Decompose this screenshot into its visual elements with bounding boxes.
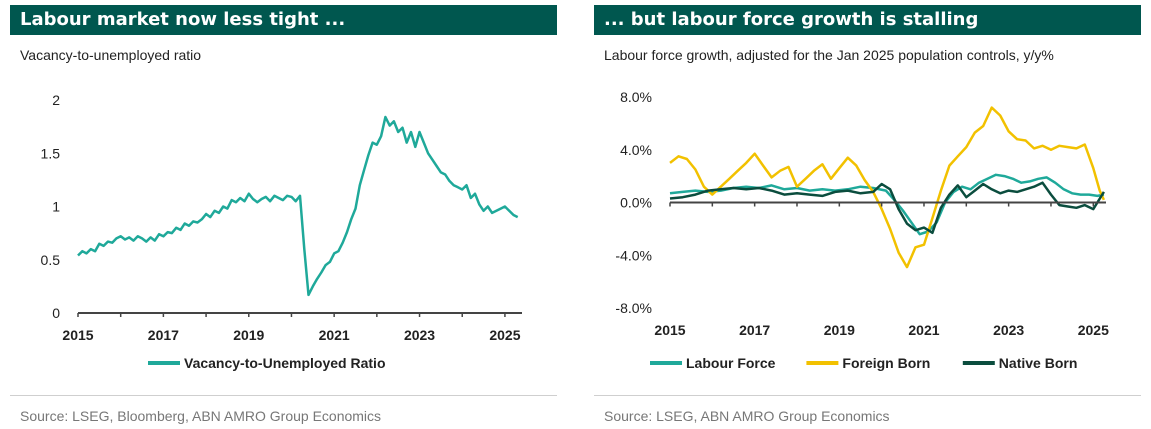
legend-label: Foreign Born	[842, 355, 930, 371]
x-tick-label: 2025	[1078, 322, 1109, 338]
left-source: Source: LSEG, Bloomberg, ABN AMRO Group …	[20, 408, 382, 424]
x-tick-label: 2019	[233, 327, 264, 343]
legend-label: Native Born	[999, 355, 1078, 371]
x-tick-label: 2025	[489, 327, 520, 343]
y-tick-label: 1.5	[41, 145, 61, 161]
x-tick-label: 2021	[908, 322, 939, 338]
x-tick-label: 2015	[62, 327, 93, 343]
x-tick-label: 2021	[319, 327, 350, 343]
y-tick-label: 4.0%	[620, 142, 652, 158]
right-title: ... but labour force growth is stalling	[594, 5, 1141, 35]
legend: Vacancy-to-Unemployed Ratio	[148, 355, 386, 371]
y-tick-label: 2	[52, 92, 60, 108]
y-tick-label: 0	[52, 305, 60, 321]
left-title: Labour market now less tight ...	[10, 5, 557, 35]
series-line-vacancy-to-unemployed-ratio	[77, 115, 519, 297]
x-tick-label: 2019	[824, 322, 855, 338]
y-tick-label: -8.0%	[615, 300, 652, 316]
right-chart: -8.0% -4.0% 0.0% 4.0% 8.0% 2015 2017 2019 2021 20…	[615, 89, 1109, 371]
y-tick-label: -4.0%	[615, 247, 652, 263]
x-tick-label: 2015	[654, 322, 685, 338]
series-line-native-born	[669, 181, 1105, 235]
y-tick-label: 8.0%	[620, 89, 652, 105]
x-tick-label: 2023	[404, 327, 435, 343]
left-subtitle: Vacancy-to-unemployed ratio	[20, 47, 202, 63]
right-subtitle: Labour force growth, adjusted for the Ja…	[604, 47, 1054, 63]
x-tick-label: 2023	[993, 322, 1024, 338]
x-tick-label: 2017	[739, 322, 770, 338]
right-panel: ... but labour force growth is stalling …	[594, 5, 1141, 424]
series-line-foreign-born	[669, 106, 1106, 269]
y-tick-label: 0.0%	[620, 195, 652, 211]
left-panel: Labour market now less tight ... Vacancy…	[10, 5, 557, 424]
right-source: Source: LSEG, ABN AMRO Group Economics	[604, 408, 890, 424]
legend-label: Vacancy-to-Unemployed Ratio	[184, 355, 386, 371]
y-tick-label: 0.5	[41, 252, 61, 268]
legend: Labour Force Foreign Born Native Born	[650, 355, 1077, 371]
left-source-divider	[10, 395, 557, 396]
x-tick-label: 2017	[148, 327, 179, 343]
right-source-divider	[594, 395, 1141, 396]
legend-label: Labour Force	[686, 355, 776, 371]
left-chart: 0 0.5 1 1.5 2 2015 2017 2019 2021 2023 2025 Vacancy…	[41, 92, 522, 371]
y-tick-label: 1	[52, 199, 60, 215]
